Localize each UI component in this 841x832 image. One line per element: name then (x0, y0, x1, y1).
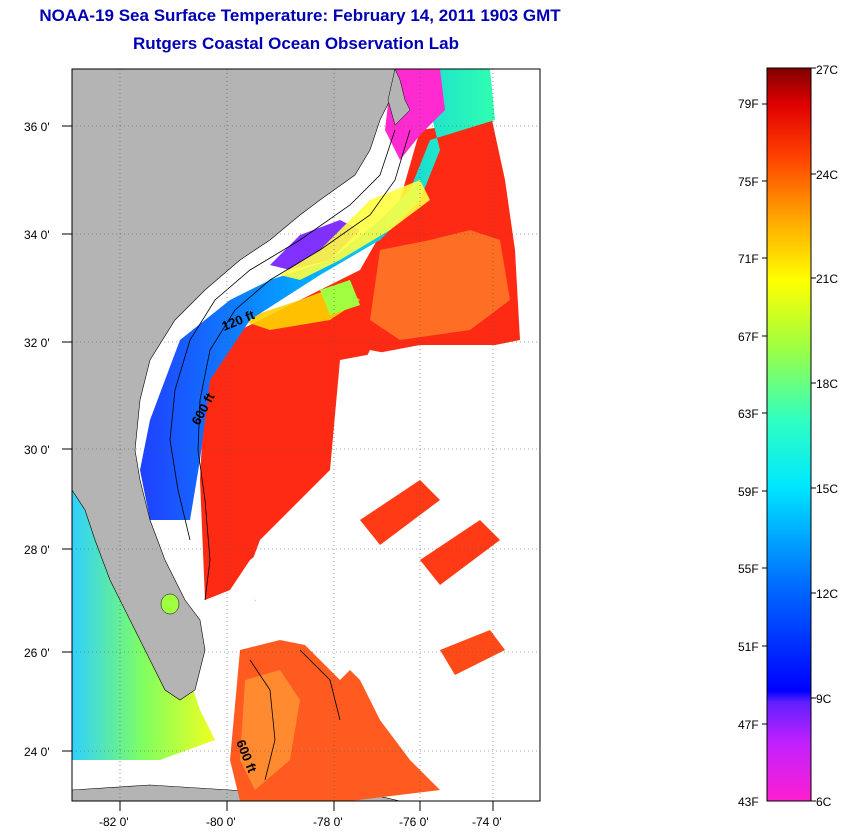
contour-120ft (169, 129, 396, 541)
colorbar-f-label-67: 67F (738, 330, 759, 344)
colorbar-f-label-55: 55F (738, 562, 759, 576)
colorbar-f-label-51: 51F (738, 640, 759, 654)
colorbar-c-label-6: 6C (816, 795, 832, 809)
lat-label-32: 32 0' (24, 336, 50, 350)
lat-label-34: 34 0' (24, 228, 50, 242)
lon-label-78: -78 0' (313, 815, 343, 829)
warm-streak-3 (440, 630, 505, 675)
colorbar-c-label-9: 9C (816, 692, 832, 706)
map-subtitle: Rutgers Coastal Ocean Observation Lab (133, 34, 459, 53)
colorbar-f-label-47: 47F (738, 718, 759, 732)
contour-600ft (197, 129, 411, 601)
colorbar-c-label-18: 18C (816, 377, 838, 391)
colorbar: 79F 75F 71F 67F 63F 59F 55F 51F 47F 43F … (738, 63, 838, 809)
bahamas-orange-water (240, 670, 300, 790)
colorbar-c-label-24: 24C (816, 168, 838, 182)
colorbar-gradient (766, 67, 812, 802)
lon-label-74: -74 0' (472, 815, 502, 829)
colorbar-f-label-43: 43F (738, 795, 759, 809)
colorbar-c-label-12: 12C (816, 587, 838, 601)
lat-label-30: 30 0' (24, 443, 50, 457)
map-panel (72, 69, 540, 801)
lat-label-24: 24 0' (24, 745, 50, 759)
colorbar-f-label-75: 75F (738, 175, 759, 189)
yellow-coastal-band (280, 180, 430, 280)
green-patch (320, 280, 360, 315)
colorbar-f-label-59: 59F (738, 485, 759, 499)
colorbar-c-label-15: 15C (816, 482, 838, 496)
land-outer-banks (387, 69, 411, 126)
tick-marks (62, 125, 494, 811)
lat-label-26: 26 0' (24, 646, 50, 660)
map-frame (71, 68, 541, 802)
orange-eddy (370, 230, 510, 340)
colorbar-c-label-21: 21C (816, 272, 838, 286)
colorbar-f-label-63: 63F (738, 407, 759, 421)
colorbar-c-label-27: 27C (816, 63, 838, 77)
lake-okeechobee (160, 593, 180, 615)
contour-600ft-bahamas (249, 649, 341, 781)
lon-label-82: -82 0' (99, 815, 129, 829)
map-title: NOAA-19 Sea Surface Temperature: Februar… (39, 6, 561, 25)
warm-streak-2 (420, 520, 500, 585)
land-mainland (72, 69, 396, 701)
lat-label-28: 28 0' (24, 543, 50, 557)
lon-label-80: -80 0' (206, 815, 236, 829)
warm-streak-1 (360, 480, 440, 545)
lon-label-76: -76 0' (399, 815, 429, 829)
colorbar-f-label-79: 79F (738, 97, 759, 111)
colorbar-f-label-71: 71F (738, 252, 759, 266)
lat-label-36: 36 0' (24, 120, 50, 134)
